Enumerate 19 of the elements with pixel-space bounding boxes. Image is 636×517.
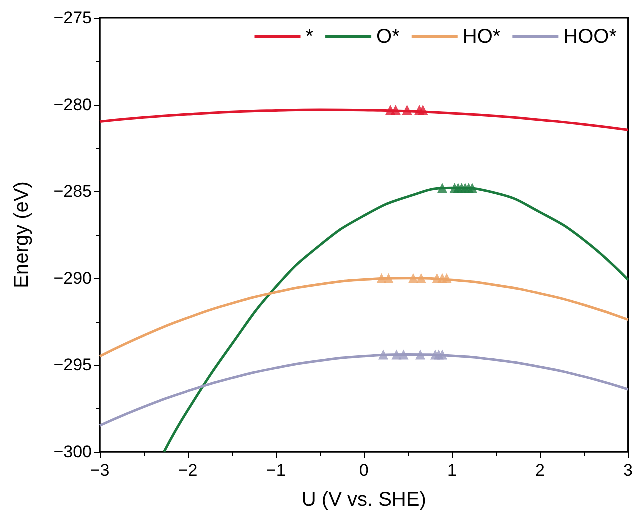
legend-label: HO* [462, 26, 501, 48]
y-tick-label: −285 [54, 182, 92, 202]
legend-label: HOO* [564, 26, 618, 48]
x-tick-label: 0 [359, 461, 369, 480]
x-tick-label: −1 [266, 461, 286, 480]
x-tick-label: −2 [178, 461, 198, 480]
x-tick-label: 3 [624, 461, 634, 480]
x-tick-label: 2 [535, 461, 545, 480]
legend-label: O* [376, 26, 400, 48]
x-tick-label: 1 [447, 461, 457, 480]
x-tick-label: −3 [90, 461, 110, 480]
y-tick-label: −275 [54, 8, 92, 28]
y-tick-label: −280 [54, 95, 92, 114]
y-axis-title: Energy (eV) [11, 182, 33, 288]
y-tick-label: −295 [54, 356, 92, 375]
y-tick-label: −290 [54, 268, 92, 288]
y-tick-label: −300 [54, 442, 92, 462]
x-axis-title: U (V vs. SHE) [302, 489, 426, 511]
legend-label: * [306, 26, 314, 48]
